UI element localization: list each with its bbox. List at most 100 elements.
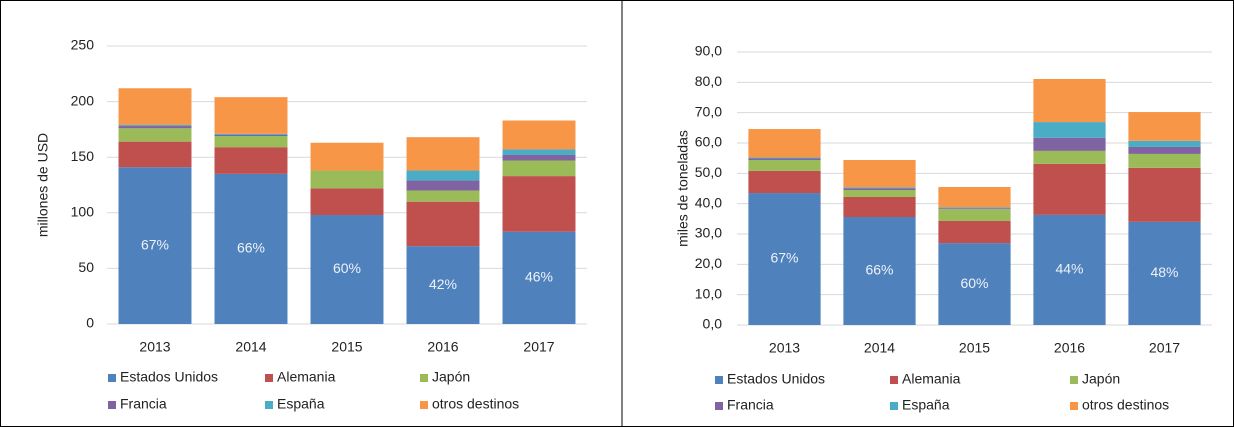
bar-segment bbox=[938, 207, 1011, 209]
y-tick-label: 200 bbox=[71, 92, 95, 108]
bar-segment bbox=[214, 134, 288, 137]
legend-label: España bbox=[902, 397, 950, 413]
bar-segment bbox=[118, 88, 192, 125]
bar-segment bbox=[1128, 153, 1201, 168]
bar-segment bbox=[406, 201, 480, 247]
share-label: 67% bbox=[141, 236, 169, 252]
bar-segment bbox=[843, 217, 916, 325]
share-label: 66% bbox=[237, 240, 265, 256]
legend-label: Francia bbox=[120, 396, 167, 412]
bar-segment bbox=[748, 157, 821, 159]
legend-label: Japón bbox=[1082, 371, 1120, 387]
bar-segment bbox=[406, 137, 480, 171]
bar-segment bbox=[214, 133, 288, 135]
bar-segment bbox=[310, 170, 384, 189]
legend-label: Alemania bbox=[277, 369, 336, 385]
bar-segment bbox=[310, 215, 384, 324]
legend-label: otros destinos bbox=[1082, 397, 1169, 413]
y-tick-label: 60,0 bbox=[695, 134, 722, 150]
x-tick-label: 2014 bbox=[864, 340, 895, 356]
bar-segment bbox=[502, 154, 576, 161]
bar-segment bbox=[214, 147, 288, 174]
bar-segment bbox=[748, 129, 821, 158]
bar-segment bbox=[1128, 112, 1201, 141]
bar-segment bbox=[214, 97, 288, 134]
bar-segment bbox=[1033, 214, 1106, 325]
bar-segment bbox=[118, 124, 192, 127]
legend-label: Estados Unidos bbox=[120, 369, 218, 385]
bar-segment bbox=[502, 120, 576, 150]
bar-segment bbox=[310, 188, 384, 216]
bar-segment bbox=[938, 208, 1011, 210]
bar-segment bbox=[214, 136, 288, 148]
bar-segment bbox=[1033, 150, 1106, 164]
legend-label: Alemania bbox=[902, 371, 961, 387]
bar-segment bbox=[938, 243, 1011, 325]
bar-segment bbox=[1033, 78, 1106, 123]
legend-swatch bbox=[1070, 376, 1078, 384]
y-tick-label: 50 bbox=[78, 259, 94, 275]
y-axis-title: miles de toneladas bbox=[675, 130, 691, 247]
x-tick-label: 2013 bbox=[139, 339, 170, 355]
bar-segment bbox=[843, 187, 916, 189]
bar-segment bbox=[1033, 122, 1106, 138]
x-tick-label: 2016 bbox=[1054, 340, 1085, 356]
y-tick-label: 90,0 bbox=[695, 43, 722, 59]
y-tick-label: 250 bbox=[71, 37, 95, 53]
bar-segment bbox=[406, 246, 480, 324]
bar-segment bbox=[843, 190, 916, 197]
bar-segment bbox=[502, 160, 576, 177]
legend-swatch bbox=[420, 401, 428, 409]
legend-swatch bbox=[265, 374, 273, 382]
bar-segment bbox=[502, 231, 576, 324]
y-tick-label: 40,0 bbox=[695, 194, 722, 210]
bar-segment bbox=[406, 180, 480, 191]
share-label: 46% bbox=[525, 269, 553, 285]
y-tick-label: 20,0 bbox=[695, 255, 722, 271]
legend-label: Estados Unidos bbox=[727, 371, 825, 387]
share-label: 42% bbox=[429, 276, 457, 292]
bar-segment bbox=[843, 159, 916, 188]
bar-segment bbox=[748, 170, 821, 194]
legend-label: otros destinos bbox=[432, 396, 519, 412]
legend-label: España bbox=[277, 396, 325, 412]
share-label: 44% bbox=[1055, 261, 1083, 277]
bar-segment bbox=[502, 149, 576, 155]
bar-segment bbox=[406, 190, 480, 202]
share-label: 60% bbox=[960, 275, 988, 291]
bar-segment bbox=[502, 176, 576, 232]
legend-swatch bbox=[890, 402, 898, 410]
bar-segment bbox=[748, 159, 821, 171]
bar-segment bbox=[1128, 221, 1201, 325]
y-tick-label: 10,0 bbox=[695, 285, 722, 301]
x-tick-label: 2016 bbox=[427, 339, 458, 355]
y-tick-label: 0,0 bbox=[703, 316, 723, 332]
legend-label: Japón bbox=[432, 369, 470, 385]
legend-swatch bbox=[265, 401, 273, 409]
share-label: 48% bbox=[1150, 264, 1178, 280]
bar-segment bbox=[938, 186, 1011, 208]
share-label: 60% bbox=[333, 260, 361, 276]
y-axis-title: millones de USD bbox=[35, 133, 51, 237]
legend-swatch bbox=[715, 376, 723, 384]
bar-segment bbox=[118, 167, 192, 324]
bar-segment bbox=[843, 196, 916, 218]
y-tick-label: 50,0 bbox=[695, 164, 722, 180]
x-tick-label: 2015 bbox=[959, 340, 990, 356]
bar-segment bbox=[1128, 146, 1201, 154]
x-tick-label: 2013 bbox=[769, 340, 800, 356]
y-tick-label: 0 bbox=[86, 315, 94, 331]
bar-segment bbox=[938, 220, 1011, 244]
legend-label: Francia bbox=[727, 397, 774, 413]
y-tick-label: 30,0 bbox=[695, 225, 722, 241]
bar-segment bbox=[406, 170, 480, 181]
bar-segment bbox=[938, 209, 1011, 221]
bar-segment bbox=[310, 142, 384, 171]
bar-segment bbox=[843, 188, 916, 191]
legend-swatch bbox=[715, 402, 723, 410]
x-tick-label: 2015 bbox=[331, 339, 362, 355]
legend-swatch bbox=[1070, 402, 1078, 410]
bar-segment bbox=[118, 128, 192, 142]
y-tick-label: 100 bbox=[71, 204, 95, 220]
